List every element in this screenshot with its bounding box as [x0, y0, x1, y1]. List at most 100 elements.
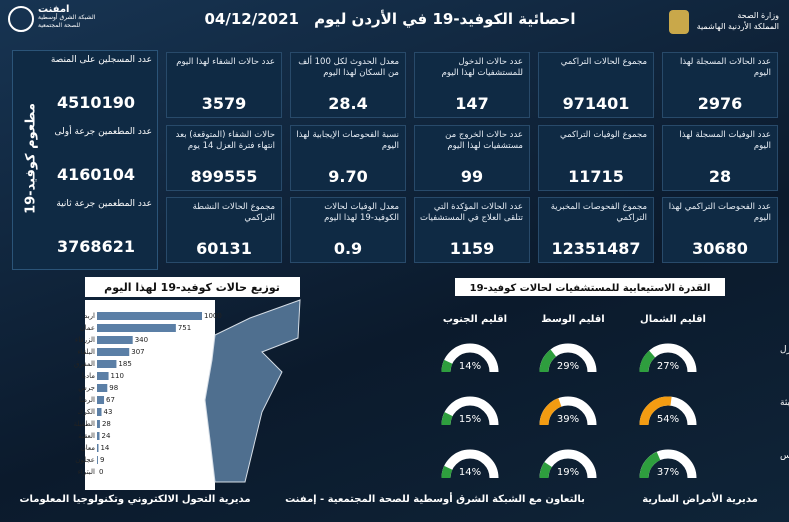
stat-value: 12351487: [551, 239, 641, 258]
bar-category: المفرق: [74, 360, 95, 368]
bar-value: 307: [131, 348, 144, 356]
vaccine-label: عدد المطعمين جرعة ثانية: [56, 199, 152, 209]
logo-sub: الشبكة الشرق أوسطية للصحة المجتمعية: [38, 14, 96, 29]
vaccine-value: 3768621: [57, 237, 135, 256]
bar-category: اربد: [84, 312, 95, 320]
bar: [97, 420, 100, 428]
footer-left: مديرية التحول الالكتروني وتكنولوجيا المع…: [19, 494, 251, 505]
gauge-fill: [539, 449, 597, 479]
bar-value: 340: [135, 336, 148, 344]
gauge-fill: [639, 449, 697, 479]
bar-category: عجلون: [75, 456, 95, 464]
bar: [97, 336, 133, 344]
stat-tile: عدد الحالات المسجلة لهذا اليوم 2976: [662, 52, 778, 118]
stat-label: معدل الوفيات لحالات الكوفيد-19 لهذا اليو…: [324, 202, 399, 223]
bar-category: العقبة: [78, 432, 95, 440]
gauge-label: 29%: [557, 361, 579, 372]
bar: [97, 372, 109, 380]
stat-value: 0.9: [333, 239, 363, 258]
stat-label: مجموع الفحوصات المخبرية التراكمي: [550, 202, 647, 223]
stat-label: معدل الحدوث لكل 100 ألف من السكان لهذا ا…: [298, 57, 399, 78]
bar-category: الرمثا: [79, 396, 95, 404]
logo-left: امفنت الشبكة الشرق أوسطية للصحة المجتمعي…: [8, 4, 98, 32]
vaccine-label: عدد المسجلين على المنصة: [50, 55, 152, 65]
gauge-label: 39%: [557, 414, 579, 425]
ministry: وزارة الصحة: [737, 11, 779, 20]
gauge-fill: [539, 343, 597, 373]
cap-title-bg: [455, 278, 725, 296]
stat-label: مجموع الحالات التراكمي: [560, 57, 647, 67]
stat-label: عدد حالات الشفاء لهذا اليوم: [176, 57, 275, 67]
stat-label: عدد الفحوصات التراكمي لهذا اليوم: [668, 202, 771, 223]
gauge-label: 15%: [459, 414, 481, 425]
stat-value: 3579: [201, 94, 247, 113]
gauge-fill: [639, 343, 697, 373]
bar-value: 24: [102, 432, 111, 440]
bar: [97, 360, 117, 368]
bar-value: 0: [99, 468, 103, 476]
stat-value: 9.70: [328, 167, 368, 186]
stat-value: 1159: [449, 239, 495, 258]
gauge-fill: [441, 396, 499, 426]
bar-category: الزرقاء: [75, 336, 95, 344]
stat-value: 99: [460, 167, 484, 186]
row-label: نسبة اشغال أجهزة التنفس: [780, 449, 789, 461]
gauge-label: 14%: [459, 467, 481, 478]
stat-tile: مجموع الحالات النشطة التراكمي 60131: [166, 197, 282, 263]
stat-label: عدد الحالات المسجلة لهذا اليوم: [680, 57, 771, 78]
dist-title-bg: [85, 277, 300, 297]
stat-value: 11715: [568, 167, 624, 186]
stat-label: عدد الوفيات المسجلة لهذا اليوم: [679, 130, 771, 151]
row-label: نسبة اشغال أسرة العناية الحثيثة: [780, 396, 789, 408]
bar-category: جرش: [78, 384, 95, 392]
stat-label: نسبة الفحوصات الإيجابية لهذا اليوم: [296, 130, 399, 151]
vaccine-label: عدد المطعمين جرعة أولى: [54, 127, 152, 137]
bar-value: 43: [104, 408, 113, 416]
bar-value: 67: [106, 396, 115, 404]
kingdom: المملكة الأردنية الهاشمية: [696, 22, 779, 31]
stat-value: 971401: [562, 94, 630, 113]
bar: [97, 408, 102, 416]
stat-label: عدد حالات الخروج من مستشفيات لهذا اليوم: [445, 130, 523, 151]
bar-value: 9: [100, 456, 104, 464]
title-row: احصائية الكوفيد-19 في الأردن ليوم 04/12/…: [170, 10, 610, 28]
bar: [97, 324, 176, 332]
stat-value: 28.4: [328, 94, 368, 113]
stat-label: مجموع الوفيات التراكمي: [560, 130, 647, 140]
bar-value: 110: [111, 372, 124, 380]
bar-value: 98: [109, 384, 118, 392]
bar: [97, 384, 108, 392]
gauge-label: 27%: [657, 361, 679, 372]
bar: [97, 396, 105, 404]
logo-icon: [8, 6, 34, 32]
bar-value: 14: [100, 444, 109, 452]
bar: [97, 312, 202, 320]
bar: [97, 444, 99, 452]
bar-category: مادبا: [82, 372, 95, 380]
stat-tile: معدل الحدوث لكل 100 ألف من السكان لهذا ا…: [290, 52, 406, 118]
region-label: اقليم الشمال: [640, 314, 706, 325]
stat-value: 60131: [196, 239, 252, 258]
gauge-label: 19%: [557, 467, 579, 478]
bar-value: 751: [178, 324, 191, 332]
date: 04/12/2021: [204, 10, 299, 28]
footer-right: مديرية الأمراض السارية: [642, 494, 758, 505]
gauge-fill: [539, 396, 597, 426]
bar-value: 1000: [204, 312, 222, 320]
bar: [97, 456, 98, 464]
region-label: اقليم الوسط: [541, 314, 604, 325]
vaccine-value: 4510190: [57, 93, 135, 112]
stat-label: عدد الحالات المؤكدة التي تتلقى العلاج في…: [419, 202, 523, 223]
logo-right: وزارة الصحة المملكة الأردنية الهاشمية: [669, 10, 779, 34]
vaccine-value: 4160104: [57, 165, 135, 184]
gauge-fill: [441, 449, 499, 479]
stat-value: 899555: [190, 167, 258, 186]
bar-category: البتراء: [78, 468, 95, 476]
stat-value: 147: [455, 94, 489, 113]
stat-value: 28: [708, 167, 732, 186]
gauge-fill: [441, 343, 499, 373]
region-label: اقليم الجنوب: [443, 314, 507, 325]
logo-name: امفنت: [38, 4, 70, 15]
